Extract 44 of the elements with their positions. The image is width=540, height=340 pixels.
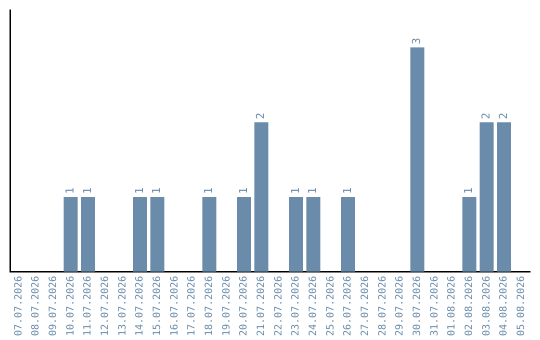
x-tick-label: 23.07.2026 [290, 276, 302, 336]
x-tick-label: 02.08.2026 [464, 276, 475, 336]
data-label: 1 [64, 187, 77, 194]
x-tick-label: 30.07.2026 [412, 276, 423, 336]
x-tick-label: 22.07.2026 [273, 276, 284, 336]
x-tick-label: 31.07.2026 [429, 276, 440, 336]
x-tick-label: 13.07.2026 [117, 276, 128, 336]
x-tick-label: 11.07.2026 [82, 276, 94, 336]
x-tick-label: 08.07.2026 [30, 276, 42, 336]
x-tick-label: 28.07.2026 [377, 276, 388, 336]
data-label: 2 [496, 112, 510, 120]
x-tick-label: 10.07.2026 [65, 276, 76, 336]
x-tick-label: 21.07.2026 [256, 276, 267, 336]
x-tick-label: 24.07.2026 [308, 276, 319, 336]
data-label: 2 [254, 112, 268, 120]
x-tick-label: 12.07.2026 [100, 276, 111, 336]
x-tick-label: 20.07.2026 [238, 276, 250, 336]
x-tick-label: 14.07.2026 [134, 276, 146, 336]
x-tick-label: 16.07.2026 [169, 276, 180, 336]
data-label: 1 [132, 187, 146, 194]
x-tick-label: 17.07.2026 [186, 276, 198, 336]
x-tick-label: 29.07.2026 [394, 276, 406, 336]
data-label: 2 [480, 112, 493, 120]
x-tick-label: 25.07.2026 [325, 276, 336, 336]
x-tick-label: 04.08.2026 [498, 276, 510, 336]
x-tick-label: 03.08.2026 [481, 276, 492, 336]
data-label: 3 [410, 38, 424, 44]
x-tick-label: 18.07.2026 [204, 276, 215, 336]
data-label: 1 [150, 187, 164, 194]
data-label: 1 [236, 187, 250, 194]
x-tick-label: 07.07.2026 [13, 276, 24, 336]
x-tick-label: 05.08.2026 [516, 276, 527, 336]
x-tick-label: 27.07.2026 [360, 276, 371, 336]
x-tick-label: 26.07.2026 [342, 276, 354, 336]
data-label: 1 [202, 187, 216, 194]
data-label: 1 [462, 187, 476, 194]
x-tick-label: 19.07.2026 [221, 276, 232, 336]
data-label: 1 [288, 187, 302, 194]
data-label: 1 [340, 187, 354, 194]
data-label: 1 [80, 187, 94, 194]
x-tick-label: 01.08.2026 [446, 276, 458, 336]
x-tick-label: 09.07.2026 [48, 276, 59, 336]
x-tick-label: 15.07.2026 [152, 276, 163, 336]
data-label: 1 [306, 187, 320, 194]
